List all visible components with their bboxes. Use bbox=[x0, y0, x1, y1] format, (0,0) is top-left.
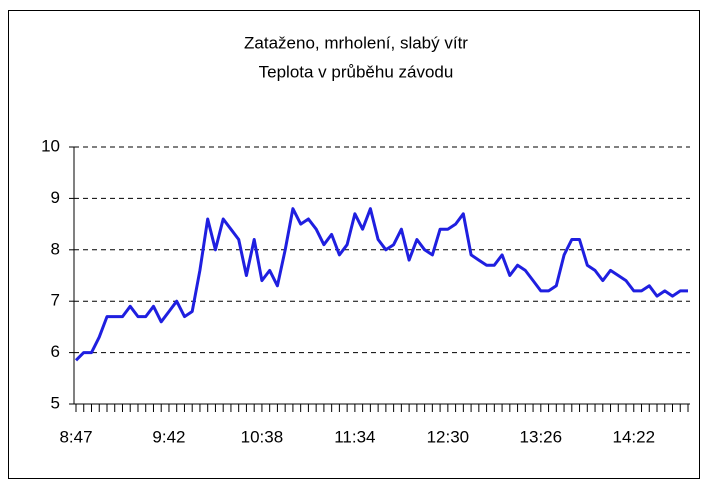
x-tick-label: 10:38 bbox=[241, 427, 284, 446]
chart-frame bbox=[8, 10, 700, 479]
y-tick-label: 10 bbox=[41, 136, 60, 155]
x-tick-label: 12:30 bbox=[427, 427, 470, 446]
y-tick-label: 7 bbox=[51, 291, 60, 310]
chart-subtitle: Teplota v průběhu závodu bbox=[259, 62, 454, 81]
temperature-line bbox=[74, 207, 688, 362]
x-tick-label: 14:22 bbox=[612, 427, 655, 446]
x-tick-label: 11:34 bbox=[334, 427, 375, 446]
y-tick-label: 8 bbox=[51, 239, 60, 258]
y-tick-label: 9 bbox=[51, 188, 60, 207]
y-tick-label: 6 bbox=[51, 342, 60, 361]
y-tick-label: 5 bbox=[51, 393, 60, 412]
x-tick-label: 13:26 bbox=[520, 427, 563, 446]
x-tick-label: 9:42 bbox=[152, 427, 185, 446]
x-tick-label: 8:47 bbox=[59, 427, 92, 446]
chart-title: Zataženo, mrholení, slabý vítr bbox=[244, 33, 468, 52]
